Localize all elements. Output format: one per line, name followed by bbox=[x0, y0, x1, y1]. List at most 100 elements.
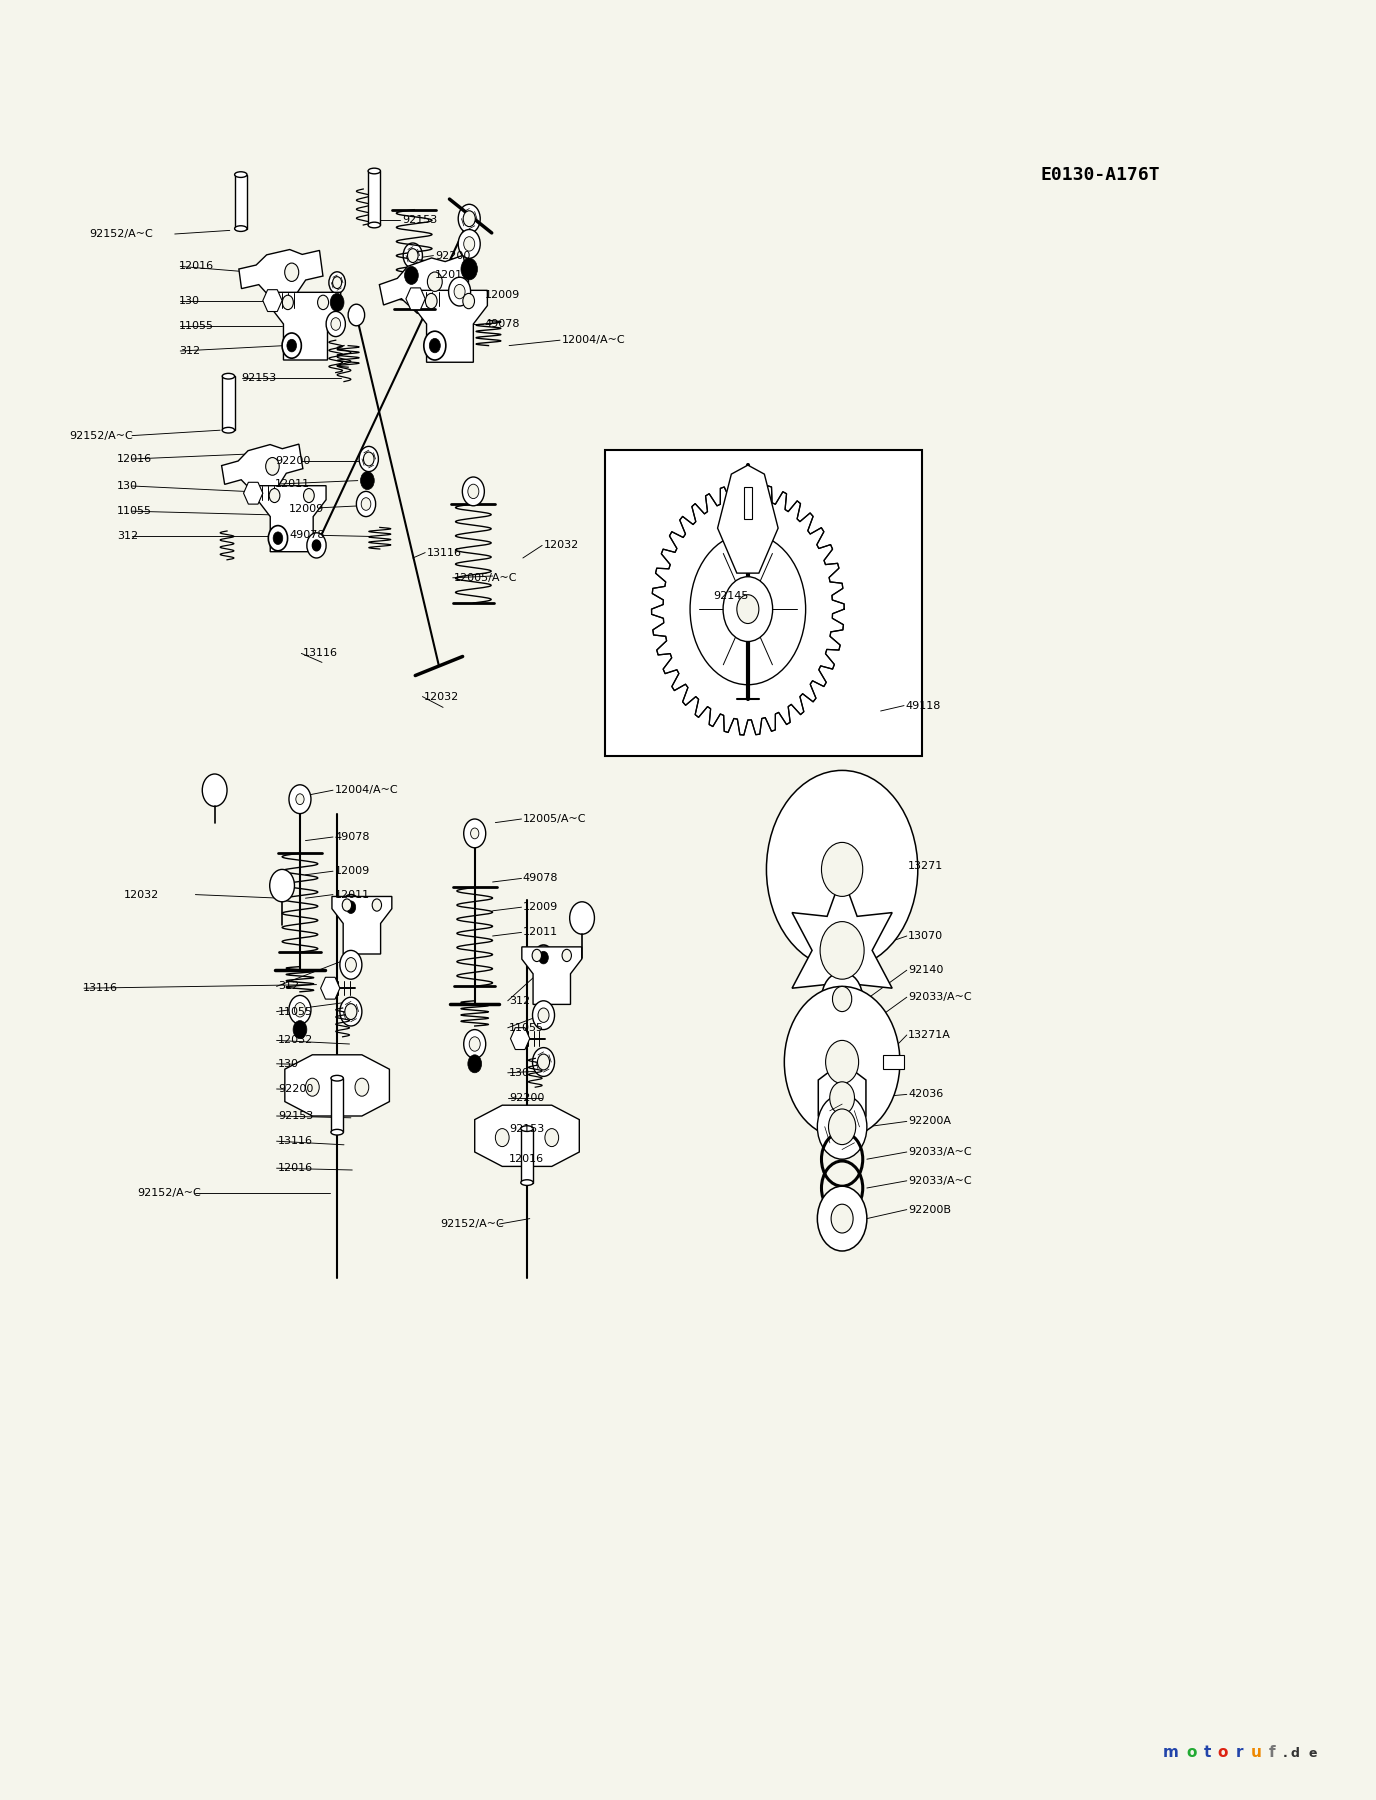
Circle shape bbox=[403, 243, 422, 268]
Text: 12032: 12032 bbox=[124, 889, 160, 900]
Text: 13070: 13070 bbox=[908, 931, 944, 941]
Text: 92152/A~C: 92152/A~C bbox=[138, 1188, 201, 1199]
Text: 92152/A~C: 92152/A~C bbox=[89, 229, 153, 239]
Text: 49078: 49078 bbox=[523, 873, 559, 884]
Circle shape bbox=[340, 997, 362, 1026]
Polygon shape bbox=[793, 875, 892, 1026]
Text: 12005/A~C: 12005/A~C bbox=[454, 572, 517, 583]
Circle shape bbox=[296, 794, 304, 805]
Text: 12005/A~C: 12005/A~C bbox=[523, 814, 586, 824]
Ellipse shape bbox=[367, 221, 380, 229]
Text: 13116: 13116 bbox=[303, 648, 337, 659]
Text: 12016: 12016 bbox=[509, 1154, 545, 1165]
Text: 130: 130 bbox=[278, 1058, 299, 1069]
Circle shape bbox=[312, 540, 321, 551]
Circle shape bbox=[343, 898, 352, 911]
Text: 11055: 11055 bbox=[179, 320, 213, 331]
Text: 11055: 11055 bbox=[278, 1006, 312, 1017]
Text: 13116: 13116 bbox=[278, 1136, 312, 1147]
Text: 130: 130 bbox=[509, 1067, 530, 1078]
Text: 12004/A~C: 12004/A~C bbox=[561, 335, 625, 346]
Circle shape bbox=[689, 533, 806, 684]
Circle shape bbox=[270, 488, 279, 502]
Circle shape bbox=[428, 272, 442, 292]
Text: 12011: 12011 bbox=[435, 270, 471, 281]
Polygon shape bbox=[263, 290, 282, 311]
Text: f: f bbox=[1269, 1746, 1276, 1760]
Circle shape bbox=[359, 446, 378, 472]
Bar bbox=[369, 171, 380, 225]
Circle shape bbox=[461, 257, 477, 279]
Polygon shape bbox=[413, 290, 487, 362]
Text: 13116: 13116 bbox=[83, 983, 117, 994]
Circle shape bbox=[329, 272, 345, 293]
Circle shape bbox=[458, 229, 480, 257]
Circle shape bbox=[285, 263, 299, 281]
Text: e: e bbox=[1309, 1748, 1317, 1760]
Ellipse shape bbox=[520, 1125, 534, 1132]
Text: 312: 312 bbox=[117, 531, 138, 542]
Text: 12009: 12009 bbox=[334, 866, 370, 877]
Circle shape bbox=[272, 533, 283, 544]
Circle shape bbox=[348, 304, 365, 326]
Text: 92200B: 92200B bbox=[908, 1204, 951, 1215]
Circle shape bbox=[538, 1008, 549, 1022]
Circle shape bbox=[333, 277, 341, 288]
Circle shape bbox=[270, 869, 294, 902]
Circle shape bbox=[293, 1021, 307, 1039]
Ellipse shape bbox=[330, 1129, 344, 1136]
Circle shape bbox=[468, 484, 479, 499]
Bar bbox=[330, 1078, 344, 1132]
Text: 92140: 92140 bbox=[908, 965, 944, 976]
Circle shape bbox=[561, 949, 571, 961]
Polygon shape bbox=[257, 486, 326, 551]
Bar bbox=[234, 175, 248, 229]
Text: 12009: 12009 bbox=[289, 504, 325, 515]
Circle shape bbox=[464, 236, 475, 250]
Text: 12032: 12032 bbox=[424, 691, 460, 702]
Text: o: o bbox=[1186, 1746, 1197, 1760]
Circle shape bbox=[425, 293, 438, 310]
Polygon shape bbox=[332, 896, 392, 954]
Polygon shape bbox=[321, 977, 340, 999]
Text: 12011: 12011 bbox=[334, 889, 370, 900]
Text: 12016: 12016 bbox=[179, 261, 215, 272]
Circle shape bbox=[820, 922, 864, 979]
Ellipse shape bbox=[223, 373, 235, 380]
Circle shape bbox=[347, 902, 355, 914]
Text: 12004/A~C: 12004/A~C bbox=[334, 785, 398, 796]
Bar bbox=[743, 486, 751, 518]
Polygon shape bbox=[270, 292, 341, 360]
Text: 12011: 12011 bbox=[275, 479, 311, 490]
Text: 11055: 11055 bbox=[117, 506, 151, 517]
Text: 11055: 11055 bbox=[509, 1022, 544, 1033]
Text: 130: 130 bbox=[179, 295, 200, 306]
Text: 92153: 92153 bbox=[241, 373, 277, 383]
Circle shape bbox=[202, 774, 227, 806]
Circle shape bbox=[828, 1109, 856, 1145]
Text: 130: 130 bbox=[117, 481, 138, 491]
Ellipse shape bbox=[367, 167, 380, 175]
Circle shape bbox=[266, 457, 279, 475]
Text: 312: 312 bbox=[509, 995, 530, 1006]
Text: 92033/A~C: 92033/A~C bbox=[908, 1147, 971, 1157]
Circle shape bbox=[307, 533, 326, 558]
Circle shape bbox=[831, 1204, 853, 1233]
Text: 92200A: 92200A bbox=[908, 1116, 951, 1127]
Circle shape bbox=[330, 317, 340, 331]
Text: 12016: 12016 bbox=[117, 454, 153, 464]
Polygon shape bbox=[244, 482, 263, 504]
Text: d: d bbox=[1291, 1748, 1299, 1760]
Circle shape bbox=[533, 1048, 555, 1076]
Circle shape bbox=[305, 1078, 319, 1096]
Text: 49078: 49078 bbox=[334, 832, 370, 842]
Text: 13116: 13116 bbox=[427, 547, 461, 558]
Text: 92152/A~C: 92152/A~C bbox=[440, 1219, 504, 1229]
Text: 12032: 12032 bbox=[278, 1035, 314, 1046]
Ellipse shape bbox=[520, 1179, 534, 1186]
Text: 92153: 92153 bbox=[278, 1111, 314, 1121]
Circle shape bbox=[464, 1030, 486, 1058]
Circle shape bbox=[464, 211, 475, 227]
Text: 92152/A~C: 92152/A~C bbox=[69, 430, 132, 441]
Circle shape bbox=[454, 284, 465, 299]
